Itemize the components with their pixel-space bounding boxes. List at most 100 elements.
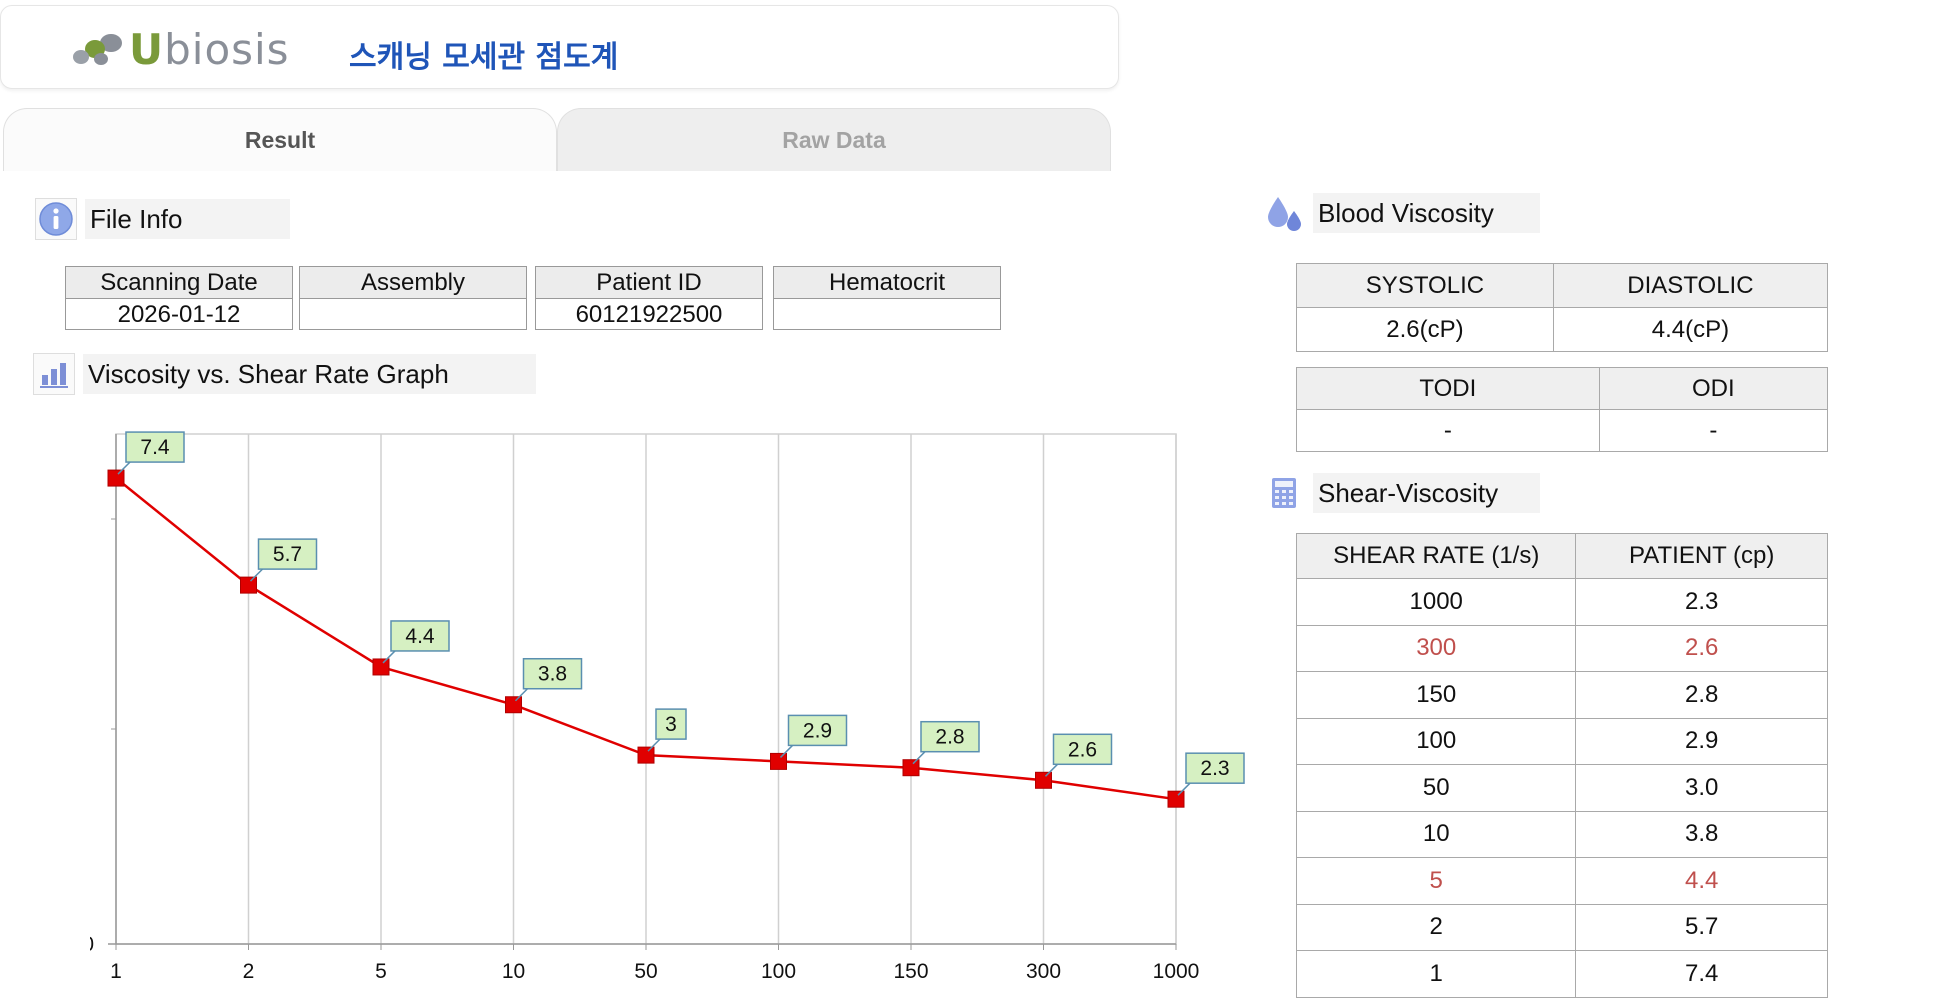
table-row: 150 2.8: [1295, 671, 1828, 719]
patient-value-cell: 5.7: [1575, 903, 1828, 951]
data-label: 2.3: [1200, 757, 1229, 780]
shear-rate-cell: 300: [1295, 624, 1577, 672]
shear-rate-cell: 100: [1295, 717, 1577, 765]
viscosity-shear-chart: 1 2 5 10 50 100 150 300 1000 0 7.4 5.7 4.4 3.8 3 2.9 2.…: [90, 431, 1245, 983]
data-point-marker: [1167, 790, 1185, 808]
shear-rate-cell: 50: [1295, 764, 1577, 812]
patient-value-cell: 3.8: [1575, 810, 1828, 858]
assembly-box: Assembly: [299, 266, 527, 330]
hematocrit-label: Hematocrit: [774, 267, 1000, 299]
diastolic-value: 4.4(cP): [1552, 307, 1829, 352]
data-label-box: [655, 708, 687, 740]
patient-value-cell: 2.9: [1575, 717, 1828, 765]
data-label-box: [920, 720, 980, 753]
graph-section-title: Viscosity vs. Shear Rate Graph: [83, 354, 536, 394]
todi-header: TODI: [1296, 367, 1600, 410]
logo-mark-icon: [73, 34, 122, 65]
app-header: Ubiosis 스캐닝 모세관 점도계: [0, 5, 1119, 89]
table-row: 50 3.0: [1295, 764, 1828, 812]
shear-viscosity-table: SHEAR RATE (1/s) PATIENT (cp) 1000 2.3 300…: [1295, 533, 1828, 998]
logo-text: Ubiosis: [129, 24, 290, 74]
data-label-leader: [1177, 782, 1191, 796]
data-label: 7.4: [140, 436, 170, 459]
data-label-box: [787, 714, 848, 747]
data-label-leader: [514, 688, 529, 702]
bar-chart-icon: [33, 353, 75, 395]
chart-markers: [107, 469, 1185, 808]
patient-value-cell: 4.4: [1575, 857, 1828, 905]
shear-rate-cell: 1: [1295, 950, 1577, 998]
data-label-leader: [249, 568, 264, 582]
chart-axes: [108, 434, 1177, 950]
table-row: 1000 2.3: [1295, 578, 1828, 626]
data-label-box: [1052, 733, 1113, 766]
x-tick-label: 100: [761, 960, 796, 983]
patient-header: PATIENT (cp): [1575, 533, 1828, 579]
data-label: 4.4: [405, 625, 435, 648]
systolic-value: 2.6(cP): [1296, 307, 1554, 352]
diastolic-header: DIASTOLIC: [1552, 263, 1829, 308]
shear-viscosity-rows: 1000 2.3 300 2.6 150 2.8 100 2.9 50 3.0 10 3.8 5 4.4 2…: [1295, 578, 1828, 998]
blood-viscosity-title: Blood Viscosity: [1313, 193, 1540, 233]
data-label-box: [390, 620, 450, 652]
y-tick-label: 0: [90, 933, 94, 956]
patient-value-cell: 2.3: [1575, 578, 1828, 626]
data-label-leader: [117, 461, 131, 475]
data-label-box: [522, 657, 583, 690]
table-row: 100 2.9: [1295, 717, 1828, 765]
file-info-header: File Info: [35, 198, 290, 240]
x-tick-label: 150: [893, 960, 928, 983]
table-row: 1 7.4: [1295, 950, 1828, 998]
app-title: 스캐닝 모세관 점도계: [349, 40, 619, 75]
x-tick-label: 1: [110, 960, 122, 983]
x-tick-label: 300: [1026, 960, 1061, 983]
x-tick-label: 10: [502, 960, 525, 983]
systolic-header: SYSTOLIC: [1296, 263, 1554, 308]
data-point-marker: [240, 576, 257, 594]
shear-rate-header: SHEAR RATE (1/s): [1295, 533, 1577, 579]
patient-id-label: Patient ID: [536, 267, 762, 299]
tab-raw-data[interactable]: Raw Data: [557, 108, 1111, 171]
data-point-marker: [770, 752, 787, 770]
data-label-box: [125, 431, 185, 463]
hematocrit-box: Hematocrit: [773, 266, 1001, 330]
x-tick-label: 1000: [1153, 960, 1200, 983]
data-label-box: [257, 538, 318, 570]
data-label: 2.6: [1068, 738, 1097, 761]
patient-value-cell: 2.6: [1575, 624, 1828, 672]
table-row: 5 4.4: [1295, 857, 1828, 905]
table-row: 2 5.7: [1295, 903, 1828, 951]
table-row: 10 3.8: [1295, 810, 1828, 858]
data-label: 3.8: [538, 663, 567, 686]
odi-header: ODI: [1598, 367, 1829, 410]
scanning-date-box: Scanning Date 2026-01-12: [65, 266, 293, 330]
data-point-marker: [372, 658, 390, 676]
chart-grid: [115, 433, 1177, 945]
data-label-leader: [382, 650, 396, 664]
chart-data-labels: 7.4 5.7 4.4 3.8 3 2.9 2.8 2.6 2.3: [117, 431, 1245, 796]
data-point-marker: [902, 759, 920, 777]
shear-viscosity-title: Shear-Viscosity: [1313, 473, 1540, 513]
data-point-marker: [505, 696, 522, 714]
data-label: 2.9: [803, 719, 832, 742]
file-info-title: File Info: [85, 199, 290, 239]
odi-value: -: [1598, 409, 1829, 452]
info-icon: [35, 198, 77, 240]
logo-text-rest: biosis: [164, 24, 290, 74]
data-label: 3: [665, 713, 677, 736]
todi-value: -: [1296, 409, 1600, 452]
patient-value-cell: 7.4: [1575, 950, 1828, 998]
blood-viscosity-header: Blood Viscosity: [1263, 192, 1540, 234]
graph-section-header: Viscosity vs. Shear Rate Graph: [33, 353, 536, 395]
patient-id-box: Patient ID 60121922500: [535, 266, 763, 330]
assembly-value: [300, 299, 526, 330]
shear-rate-cell: 150: [1295, 671, 1577, 719]
index-table: TODI ODI - -: [1296, 367, 1829, 452]
data-label-leader: [912, 751, 926, 765]
chart-tick-labels: 1 2 5 10 50 100 150 300 1000 0: [90, 933, 1199, 983]
data-point-marker: [637, 746, 655, 764]
data-label-leader: [779, 744, 794, 758]
patient-id-value: 60121922500: [575, 300, 723, 328]
data-label-leader: [647, 738, 661, 752]
tab-result[interactable]: Result: [3, 108, 557, 171]
